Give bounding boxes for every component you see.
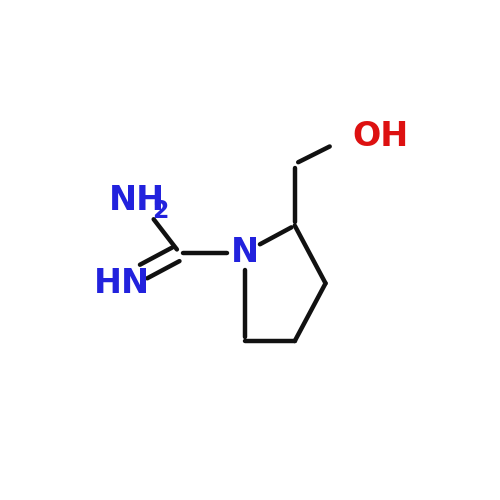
Text: OH: OH	[352, 120, 409, 154]
Text: HN: HN	[94, 267, 150, 300]
Text: 2: 2	[152, 199, 169, 223]
Text: NH: NH	[109, 184, 165, 217]
Text: N: N	[230, 236, 259, 269]
